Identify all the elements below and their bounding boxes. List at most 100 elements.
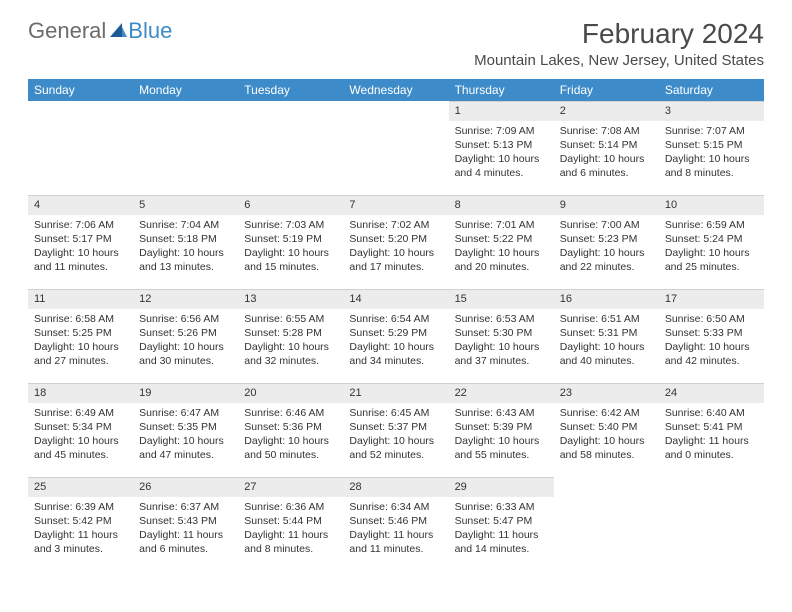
day-body: Sunrise: 6:33 AMSunset: 5:47 PMDaylight:…: [449, 497, 554, 561]
calendar-head: SundayMondayTuesdayWednesdayThursdayFrid…: [28, 79, 764, 101]
day-number: 25: [28, 477, 133, 497]
sunset-line: Sunset: 5:19 PM: [244, 232, 337, 246]
weekday-header: Saturday: [659, 79, 764, 101]
sunset-line: Sunset: 5:35 PM: [139, 420, 232, 434]
calendar-cell-empty: [238, 101, 343, 195]
day-body: Sunrise: 6:51 AMSunset: 5:31 PMDaylight:…: [554, 309, 659, 373]
weekday-header: Friday: [554, 79, 659, 101]
calendar-row: 18Sunrise: 6:49 AMSunset: 5:34 PMDayligh…: [28, 383, 764, 477]
calendar-row: 4Sunrise: 7:06 AMSunset: 5:17 PMDaylight…: [28, 195, 764, 289]
header: General Blue February 2024 Mountain Lake…: [28, 18, 764, 69]
sunset-line: Sunset: 5:25 PM: [34, 326, 127, 340]
sunset-line: Sunset: 5:31 PM: [560, 326, 653, 340]
day-body: Sunrise: 6:55 AMSunset: 5:28 PMDaylight:…: [238, 309, 343, 373]
daylight-line: Daylight: 10 hours and 6 minutes.: [560, 152, 653, 180]
calendar-cell-empty: [133, 101, 238, 195]
calendar-cell-empty: [28, 101, 133, 195]
brand-part1: General: [28, 18, 106, 44]
sunset-line: Sunset: 5:18 PM: [139, 232, 232, 246]
calendar-cell: 3Sunrise: 7:07 AMSunset: 5:15 PMDaylight…: [659, 101, 764, 195]
daylight-line: Daylight: 10 hours and 47 minutes.: [139, 434, 232, 462]
calendar-cell: 24Sunrise: 6:40 AMSunset: 5:41 PMDayligh…: [659, 383, 764, 477]
day-number: 11: [28, 289, 133, 309]
calendar-table: SundayMondayTuesdayWednesdayThursdayFrid…: [28, 79, 764, 571]
weekday-header: Monday: [133, 79, 238, 101]
sunrise-line: Sunrise: 6:47 AM: [139, 406, 232, 420]
sunrise-line: Sunrise: 6:58 AM: [34, 312, 127, 326]
day-number: 21: [343, 383, 448, 403]
day-body: Sunrise: 7:09 AMSunset: 5:13 PMDaylight:…: [449, 121, 554, 185]
day-body: Sunrise: 7:07 AMSunset: 5:15 PMDaylight:…: [659, 121, 764, 185]
daylight-line: Daylight: 11 hours and 11 minutes.: [349, 528, 442, 556]
sunset-line: Sunset: 5:24 PM: [665, 232, 758, 246]
sunrise-line: Sunrise: 6:51 AM: [560, 312, 653, 326]
day-number: 18: [28, 383, 133, 403]
day-number: 28: [343, 477, 448, 497]
sunset-line: Sunset: 5:47 PM: [455, 514, 548, 528]
sunset-line: Sunset: 5:34 PM: [34, 420, 127, 434]
sunrise-line: Sunrise: 7:06 AM: [34, 218, 127, 232]
sunset-line: Sunset: 5:39 PM: [455, 420, 548, 434]
sunset-line: Sunset: 5:37 PM: [349, 420, 442, 434]
day-body: Sunrise: 7:06 AMSunset: 5:17 PMDaylight:…: [28, 215, 133, 279]
day-number: 10: [659, 195, 764, 215]
daylight-line: Daylight: 10 hours and 52 minutes.: [349, 434, 442, 462]
daylight-line: Daylight: 10 hours and 32 minutes.: [244, 340, 337, 368]
daylight-line: Daylight: 10 hours and 55 minutes.: [455, 434, 548, 462]
calendar-cell: 22Sunrise: 6:43 AMSunset: 5:39 PMDayligh…: [449, 383, 554, 477]
calendar-cell: 12Sunrise: 6:56 AMSunset: 5:26 PMDayligh…: [133, 289, 238, 383]
day-number: 15: [449, 289, 554, 309]
sunset-line: Sunset: 5:28 PM: [244, 326, 337, 340]
day-body: Sunrise: 7:08 AMSunset: 5:14 PMDaylight:…: [554, 121, 659, 185]
day-body: Sunrise: 6:40 AMSunset: 5:41 PMDaylight:…: [659, 403, 764, 467]
daylight-line: Daylight: 10 hours and 40 minutes.: [560, 340, 653, 368]
day-body: Sunrise: 7:02 AMSunset: 5:20 PMDaylight:…: [343, 215, 448, 279]
day-body: Sunrise: 6:53 AMSunset: 5:30 PMDaylight:…: [449, 309, 554, 373]
calendar-cell: 29Sunrise: 6:33 AMSunset: 5:47 PMDayligh…: [449, 477, 554, 571]
calendar-body: 1Sunrise: 7:09 AMSunset: 5:13 PMDaylight…: [28, 101, 764, 571]
sunrise-line: Sunrise: 7:01 AM: [455, 218, 548, 232]
sunrise-line: Sunrise: 7:04 AM: [139, 218, 232, 232]
daylight-line: Daylight: 10 hours and 27 minutes.: [34, 340, 127, 368]
sunset-line: Sunset: 5:36 PM: [244, 420, 337, 434]
brand-logo: General Blue: [28, 18, 172, 44]
sunrise-line: Sunrise: 7:09 AM: [455, 124, 548, 138]
day-body: Sunrise: 6:47 AMSunset: 5:35 PMDaylight:…: [133, 403, 238, 467]
day-number: 23: [554, 383, 659, 403]
sunrise-line: Sunrise: 7:02 AM: [349, 218, 442, 232]
weekday-header: Tuesday: [238, 79, 343, 101]
calendar-cell: 6Sunrise: 7:03 AMSunset: 5:19 PMDaylight…: [238, 195, 343, 289]
day-number: 19: [133, 383, 238, 403]
weekday-header: Sunday: [28, 79, 133, 101]
sunset-line: Sunset: 5:29 PM: [349, 326, 442, 340]
calendar-row: 1Sunrise: 7:09 AMSunset: 5:13 PMDaylight…: [28, 101, 764, 195]
day-number: 26: [133, 477, 238, 497]
day-number: 1: [449, 101, 554, 121]
day-body: Sunrise: 6:50 AMSunset: 5:33 PMDaylight:…: [659, 309, 764, 373]
day-body: Sunrise: 6:49 AMSunset: 5:34 PMDaylight:…: [28, 403, 133, 467]
daylight-line: Daylight: 11 hours and 3 minutes.: [34, 528, 127, 556]
calendar-cell: 5Sunrise: 7:04 AMSunset: 5:18 PMDaylight…: [133, 195, 238, 289]
calendar-cell: 19Sunrise: 6:47 AMSunset: 5:35 PMDayligh…: [133, 383, 238, 477]
day-number: 20: [238, 383, 343, 403]
sunset-line: Sunset: 5:23 PM: [560, 232, 653, 246]
sunrise-line: Sunrise: 6:56 AM: [139, 312, 232, 326]
day-number: 24: [659, 383, 764, 403]
daylight-line: Daylight: 10 hours and 20 minutes.: [455, 246, 548, 274]
calendar-cell: 27Sunrise: 6:36 AMSunset: 5:44 PMDayligh…: [238, 477, 343, 571]
day-number: 8: [449, 195, 554, 215]
calendar-cell: 17Sunrise: 6:50 AMSunset: 5:33 PMDayligh…: [659, 289, 764, 383]
day-number: 6: [238, 195, 343, 215]
day-body: Sunrise: 6:34 AMSunset: 5:46 PMDaylight:…: [343, 497, 448, 561]
daylight-line: Daylight: 10 hours and 15 minutes.: [244, 246, 337, 274]
day-body: Sunrise: 6:56 AMSunset: 5:26 PMDaylight:…: [133, 309, 238, 373]
calendar-row: 25Sunrise: 6:39 AMSunset: 5:42 PMDayligh…: [28, 477, 764, 571]
calendar-cell: 10Sunrise: 6:59 AMSunset: 5:24 PMDayligh…: [659, 195, 764, 289]
sunrise-line: Sunrise: 7:07 AM: [665, 124, 758, 138]
sunrise-line: Sunrise: 6:50 AM: [665, 312, 758, 326]
daylight-line: Daylight: 10 hours and 58 minutes.: [560, 434, 653, 462]
calendar-cell: 26Sunrise: 6:37 AMSunset: 5:43 PMDayligh…: [133, 477, 238, 571]
daylight-line: Daylight: 11 hours and 8 minutes.: [244, 528, 337, 556]
day-number: 14: [343, 289, 448, 309]
day-number: 17: [659, 289, 764, 309]
